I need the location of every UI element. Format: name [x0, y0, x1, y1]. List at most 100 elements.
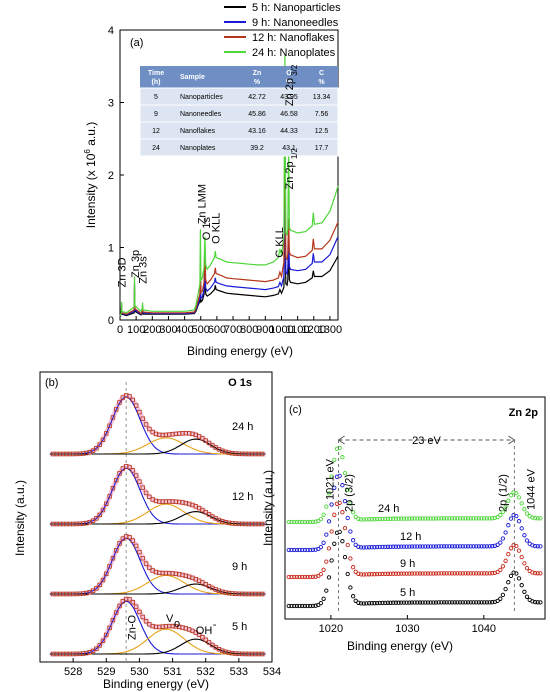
panel-c-data-point	[340, 483, 345, 488]
panel-b-y-axis-label: Intensity (a.u.)	[13, 480, 27, 556]
panel-b-data-point	[143, 561, 149, 566]
panel-c-data-point	[441, 516, 447, 521]
panel-c-data-point	[313, 603, 318, 608]
panel-a-composition-table: Time (h) Sample Zn% O% C% 5 Nanoparticles 42.72 4…	[139, 66, 339, 157]
panel-c-data-point	[324, 532, 329, 537]
panel-c-data-point	[479, 571, 484, 576]
panel-c-data-point	[444, 571, 449, 576]
panel-c-data-point	[423, 544, 428, 549]
panel-a-label: (a)	[130, 37, 143, 49]
panel-c-data-point	[522, 533, 527, 538]
panel-c-data-point	[377, 516, 382, 522]
panel-b-data-point	[127, 597, 132, 602]
panel-c-data-point	[337, 473, 342, 479]
panel-a-x-tick-label: 1100	[286, 324, 310, 336]
panel-c-data-point	[305, 574, 310, 580]
panel-c-data-point	[300, 547, 305, 553]
panel-a-y-tick-label: 0	[108, 315, 114, 327]
panel-c-data-point	[449, 600, 455, 605]
panel-c-data-point	[364, 601, 369, 606]
panel-c-data-point	[388, 516, 393, 521]
panel-c-data-point	[337, 445, 342, 451]
panel-c-data-point	[530, 543, 535, 548]
panel-b-data-point	[107, 625, 112, 631]
panel-a-peak-label: Zn 3D	[117, 257, 129, 287]
panel-c-data-point	[404, 516, 409, 521]
panel-c-data-point	[292, 574, 297, 580]
panel-c-data-point	[420, 516, 425, 521]
panel-c-data-point	[332, 485, 337, 490]
panel-a-peak-label: C KLL	[274, 227, 286, 258]
panel-c-data-point	[498, 513, 503, 518]
panel-c-data-point	[484, 516, 490, 521]
panel-c-data-point	[500, 509, 506, 515]
panel-a-table-cell: 12	[152, 128, 160, 135]
panel-c-data-point	[538, 571, 543, 576]
panel-b-data-point	[147, 426, 152, 432]
panel-c-data-point	[300, 603, 305, 609]
panel-c-data-point	[532, 570, 538, 576]
panel-c-data-point	[345, 515, 350, 521]
panel-c-data-point	[522, 507, 527, 512]
panel-c-data-point	[329, 529, 334, 534]
panel-a-table-cell: 5	[154, 94, 158, 101]
panel-c-data-point	[457, 571, 463, 576]
panel-c-data-point	[468, 600, 473, 605]
panel-c-data-point	[441, 600, 447, 605]
panel-b-data-point	[110, 415, 116, 420]
panel-c-data-point	[399, 571, 404, 576]
panel-c-data-point	[524, 565, 530, 571]
panel-b-component-oh	[49, 583, 266, 595]
panel-c-data-point	[452, 571, 457, 576]
panel-c-data-point	[321, 512, 326, 517]
panel-b-data-point	[200, 634, 205, 640]
panel-c-data-point	[465, 571, 471, 576]
panel-c-data-point	[474, 544, 479, 549]
panel-c-data-point	[383, 600, 388, 606]
panel-c-data-point	[508, 573, 514, 579]
panel-c-data-point	[420, 544, 425, 549]
panel-c-data-point	[514, 490, 519, 496]
panel-c-data-point	[514, 543, 519, 549]
panel-c-data-point	[490, 571, 495, 576]
panel-b-data-point	[140, 485, 145, 490]
panel-c-data-point	[500, 536, 506, 541]
panel-c-x-tick-label: 1020	[319, 623, 343, 635]
panel-c-data-point	[532, 543, 538, 549]
panel-c-data-point	[441, 544, 447, 549]
panel-b-data-point	[127, 535, 132, 540]
panel-c-data-point	[492, 515, 498, 521]
panel-b-data-point	[110, 486, 116, 491]
panel-a-table-cell: 17.7	[315, 145, 329, 152]
panel-c-data-point	[455, 516, 460, 521]
panel-b-data-point	[104, 632, 109, 638]
panel-b-data-point	[133, 473, 139, 478]
panel-c-data-point	[369, 545, 374, 550]
panel-c-data-point	[329, 558, 334, 563]
panel-c-data-point	[399, 600, 404, 605]
panel-c-data-point	[364, 572, 369, 577]
panel-c-data-point	[433, 571, 439, 576]
panel-c-data-point	[463, 544, 468, 549]
panel-c-data-point	[487, 600, 492, 605]
panel-c-data-point	[348, 585, 353, 590]
panel-c-data-point	[463, 600, 468, 605]
panel-a-x-tick-label: 500	[192, 324, 210, 336]
panel-b-x-tick-label: 534	[263, 666, 281, 678]
panel-b-label-vo-sub: o	[174, 618, 180, 630]
panel-c-data-point	[407, 516, 412, 521]
panel-c-data-point	[358, 517, 364, 522]
panel-c-data-point	[471, 544, 476, 549]
panel-c-data-point	[345, 542, 350, 548]
panel-c-data-point	[407, 544, 412, 549]
panel-c-data-point	[310, 519, 316, 525]
panel-c-data-point	[503, 504, 508, 509]
panel-c-spectrum-label: 9 h	[400, 558, 415, 570]
panel-b-data-point	[107, 423, 112, 428]
panel-c-data-point	[519, 554, 524, 560]
panel-c-data-point	[308, 519, 313, 525]
panel-c-data-point	[444, 544, 449, 549]
panel-a-table-cell: 43.95	[280, 94, 298, 101]
panel-c-data-point	[452, 516, 457, 521]
panel-c-data-point	[361, 517, 366, 522]
